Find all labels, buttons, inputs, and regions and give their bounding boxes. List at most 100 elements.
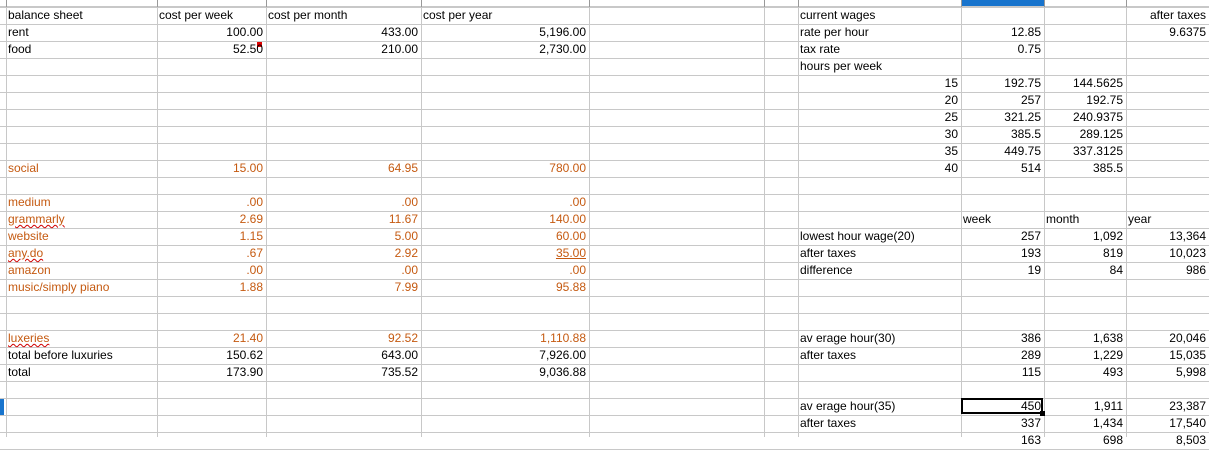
cell-i25[interactable]: 337 [1020, 416, 1041, 430]
cell-j15[interactable]: 819 [1102, 246, 1123, 260]
cell-d14[interactable]: 60.00 [555, 229, 586, 243]
cell-i14[interactable]: 257 [1020, 229, 1041, 243]
cell-a16[interactable]: amazon [8, 263, 51, 277]
cell-j16[interactable]: 84 [1109, 263, 1123, 277]
cell-c1[interactable]: cost per month [268, 8, 348, 22]
cell-b10[interactable]: 15.00 [232, 161, 263, 175]
cell-h5[interactable]: 15 [944, 76, 958, 90]
cell-g14[interactable]: lowest hour wage(20) [800, 229, 915, 243]
cell-i3[interactable]: 0.75 [1017, 42, 1041, 56]
column-header-divider[interactable] [589, 0, 590, 7]
cell-k25[interactable]: 17,540 [1169, 416, 1206, 430]
cell-c10[interactable]: 64.95 [387, 161, 418, 175]
column-header-divider[interactable] [157, 0, 158, 7]
cell-j22[interactable]: 493 [1102, 365, 1123, 379]
column-header-divider[interactable] [6, 0, 7, 7]
selected-column-header[interactable] [961, 0, 1044, 6]
cell-k14[interactable]: 13,364 [1169, 229, 1206, 243]
cell-k16[interactable]: 986 [1185, 263, 1206, 277]
cell-b13[interactable]: 2.69 [239, 212, 263, 226]
cell-j14[interactable]: 1,092 [1092, 229, 1123, 243]
cell-a1[interactable]: balance sheet [8, 8, 83, 22]
fill-handle[interactable] [1040, 411, 1045, 416]
cell-b21[interactable]: 150.62 [226, 348, 263, 362]
active-cell-cursor[interactable] [961, 398, 1043, 414]
cell-i10[interactable]: 514 [1020, 161, 1041, 175]
cell-b14[interactable]: 1.15 [239, 229, 263, 243]
cell-d1[interactable]: cost per year [423, 8, 493, 22]
cell-g1[interactable]: current wages [800, 8, 876, 22]
cell-a17[interactable]: music/simply piano [8, 280, 110, 294]
cell-c12[interactable]: .00 [401, 195, 418, 209]
column-header-divider[interactable] [764, 0, 765, 7]
cell-d16[interactable]: .00 [569, 263, 586, 277]
cell-i8[interactable]: 385.5 [1010, 127, 1041, 141]
cell-c2[interactable]: 433.00 [381, 25, 418, 39]
cell-k21[interactable]: 15,035 [1169, 348, 1206, 362]
cell-d21[interactable]: 7,926.00 [539, 348, 586, 362]
cell-b3[interactable]: 52.50 [232, 42, 263, 56]
cell-h7[interactable]: 25 [944, 110, 958, 124]
cell-i22[interactable]: 115 [1021, 365, 1041, 379]
cell-c14[interactable]: 5.00 [394, 229, 418, 243]
selected-row-marker[interactable] [0, 398, 4, 415]
cell-g3[interactable]: tax rate [800, 42, 841, 56]
cell-g16[interactable]: difference [800, 263, 853, 277]
cell-a22[interactable]: total [8, 365, 31, 379]
cell-j6[interactable]: 192.75 [1086, 93, 1123, 107]
cell-i15[interactable]: 193 [1020, 246, 1041, 260]
cell-j13[interactable]: month [1046, 212, 1080, 226]
cell-a10[interactable]: social [8, 161, 39, 175]
cell-c22[interactable]: 735.52 [381, 365, 418, 379]
cell-g15[interactable]: after taxes [800, 246, 857, 260]
cell-j24[interactable]: 1,911 [1093, 399, 1123, 413]
cell-k26[interactable]: 8,503 [1175, 433, 1206, 447]
column-header-divider[interactable] [961, 0, 962, 7]
column-header-divider[interactable] [798, 0, 799, 7]
cell-c16[interactable]: .00 [401, 263, 418, 277]
cell-b15[interactable]: .67 [246, 246, 263, 260]
cell-g4[interactable]: hours per week [800, 59, 883, 73]
cell-g2[interactable]: rate per hour [800, 25, 869, 39]
cell-h6[interactable]: 20 [944, 93, 958, 107]
cell-k15[interactable]: 10,023 [1169, 246, 1206, 260]
cell-b17[interactable]: 1.88 [239, 280, 263, 294]
cell-k20[interactable]: 20,046 [1169, 331, 1206, 345]
cell-j9[interactable]: 337.3125 [1072, 144, 1123, 158]
cell-i2[interactable]: 12.85 [1010, 25, 1041, 39]
cell-a20[interactable]: luxeries [8, 331, 50, 345]
cell-j8[interactable]: 289.125 [1079, 127, 1123, 141]
cell-k1[interactable]: after taxes [1149, 8, 1206, 22]
cell-k2[interactable]: 9.6375 [1169, 25, 1206, 39]
cell-b22[interactable]: 173.90 [226, 365, 263, 379]
cell-g24[interactable]: av erage hour(35) [800, 399, 896, 413]
column-header-divider[interactable] [266, 0, 267, 7]
column-header-divider[interactable] [1044, 0, 1045, 7]
cell-a12[interactable]: medium [8, 195, 51, 209]
column-header-divider[interactable] [421, 0, 422, 7]
cell-g21[interactable]: after taxes [800, 348, 857, 362]
cell-j20[interactable]: 1,638 [1092, 331, 1123, 345]
cell-b16[interactable]: .00 [246, 263, 263, 277]
cell-d15[interactable]: 35.00 [555, 246, 586, 260]
cell-c13[interactable]: 11.67 [388, 212, 418, 226]
cell-a21[interactable]: total before luxuries [8, 348, 113, 362]
cell-i5[interactable]: 192.75 [1004, 76, 1041, 90]
cell-k24[interactable]: 23,387 [1169, 399, 1206, 413]
cell-a15[interactable]: any.do [8, 246, 44, 260]
cell-j25[interactable]: 1,434 [1092, 416, 1123, 430]
cell-c20[interactable]: 92.52 [387, 331, 418, 345]
cell-k13[interactable]: year [1128, 212, 1152, 226]
cell-j7[interactable]: 240.9375 [1072, 110, 1123, 124]
cell-i7[interactable]: 321.25 [1004, 110, 1041, 124]
cell-h8[interactable]: 30 [944, 127, 958, 141]
cell-h10[interactable]: 40 [944, 161, 958, 175]
cell-i9[interactable]: 449.75 [1004, 144, 1041, 158]
comment-indicator-icon[interactable] [257, 42, 262, 47]
cell-d12[interactable]: .00 [569, 195, 586, 209]
cell-i6[interactable]: 257 [1020, 93, 1041, 107]
cell-j10[interactable]: 385.5 [1092, 161, 1123, 175]
cell-b2[interactable]: 100.00 [226, 25, 263, 39]
cell-d22[interactable]: 9,036.88 [539, 365, 586, 379]
